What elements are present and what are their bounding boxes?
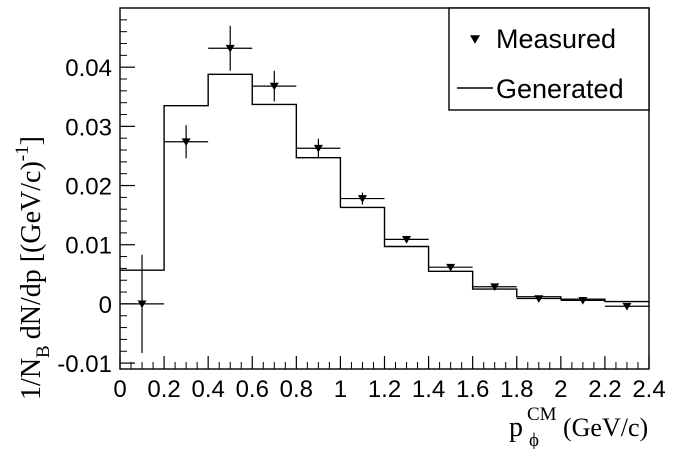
measured-point <box>604 302 649 311</box>
x-tick-label: 1.6 <box>456 376 489 403</box>
x-tick-label: 2.2 <box>588 376 621 403</box>
x-tick-label: 0.2 <box>147 376 180 403</box>
measured-marker <box>269 82 279 91</box>
measured-point <box>560 296 605 305</box>
y-axis-title-prefix: 1/N <box>16 358 47 400</box>
x-axis-title-superscript: CM <box>527 404 557 425</box>
generated-step-line <box>120 73 649 303</box>
x-tick-label: 1.2 <box>368 376 401 403</box>
y-tick-label: 0.03 <box>65 114 112 141</box>
x-tick-label: 2 <box>554 376 567 403</box>
x-tick-label: 0 <box>113 376 126 403</box>
legend: Measured Generated <box>448 7 650 111</box>
y-axis-title-main: dN/dp [(GeV/c) <box>16 161 47 339</box>
y-axis-title-suffix: ] <box>16 136 47 145</box>
x-axis-title-subscript: ϕ <box>529 430 539 449</box>
y-axis-title-subscript: B <box>33 345 54 358</box>
measured-marker <box>622 302 632 311</box>
measured-marker <box>357 195 367 203</box>
x-tick-label: 1.4 <box>412 376 445 403</box>
x-tick-label: 0.8 <box>280 376 313 403</box>
x-axis-title-main: p <box>509 412 523 443</box>
x-tick-label: 0.4 <box>191 376 224 403</box>
y-tick-label: 0.01 <box>65 233 112 260</box>
measured-point <box>516 295 561 303</box>
measured-marker <box>490 283 500 292</box>
measured-point <box>340 192 385 205</box>
measured-point <box>208 25 253 71</box>
measured-marker <box>446 263 456 272</box>
measured-point <box>252 70 297 102</box>
tick-labels-layer: 0 0.2 0.4 0.6 0.8 1 1.2 1.4 1.6 1.8 2 2.2 2.4-0.0100… <box>57 55 665 403</box>
measured-point <box>120 254 165 354</box>
y-tick-label: 0.02 <box>65 174 112 201</box>
measured-marker <box>402 236 412 244</box>
measured-point <box>384 235 429 244</box>
x-tick-label: 0.6 <box>236 376 269 403</box>
generated-histogram-layer <box>120 73 649 303</box>
x-tick-label: 1.8 <box>500 376 533 403</box>
y-tick-label: -0.01 <box>57 351 112 378</box>
measured-points-layer <box>120 25 649 354</box>
legend-generated-label: Generated <box>496 74 624 104</box>
y-tick-label: 0 <box>99 292 112 319</box>
measured-marker <box>137 300 147 309</box>
legend-measured-label: Measured <box>496 24 616 54</box>
legend-measured-marker <box>470 35 480 44</box>
measured-marker <box>578 296 588 305</box>
measured-point <box>296 138 341 158</box>
y-tick-label: 0.04 <box>65 55 112 82</box>
measured-point <box>164 125 209 159</box>
measured-marker <box>534 295 544 303</box>
measured-marker <box>225 44 235 53</box>
x-axis-title: p <box>509 412 523 443</box>
y-axis-title-superscript: -1 <box>12 145 33 161</box>
x-tick-label: 2.4 <box>632 376 665 403</box>
measured-marker <box>181 138 191 147</box>
x-tick-label: 1 <box>334 376 347 403</box>
measured-point <box>472 283 517 292</box>
measured-marker <box>313 144 323 153</box>
x-axis-title-unit: (GeV/c) <box>563 413 648 442</box>
measured-point <box>428 263 473 272</box>
ticks-layer <box>119 7 650 369</box>
y-axis-title: 1/NBdN/dp [(GeV/c)-1] <box>12 136 54 400</box>
legend-box <box>448 7 650 111</box>
